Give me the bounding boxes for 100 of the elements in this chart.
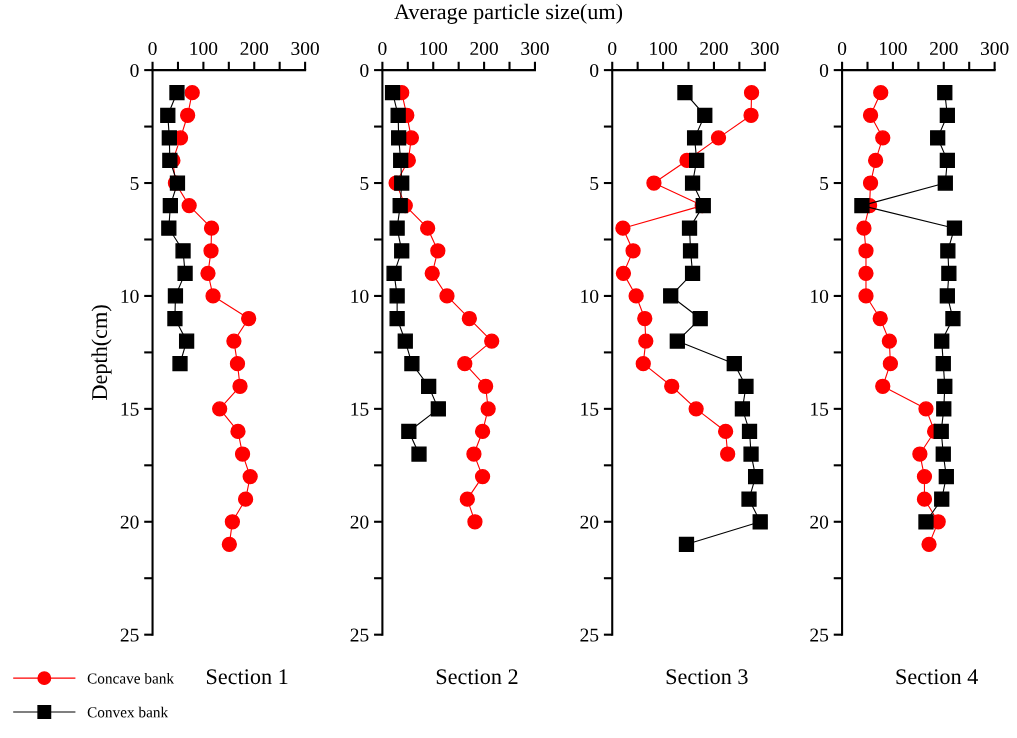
point xyxy=(646,175,662,191)
point xyxy=(743,446,759,462)
point xyxy=(480,401,496,417)
point xyxy=(692,310,708,327)
point xyxy=(881,333,898,349)
point xyxy=(710,130,727,146)
point xyxy=(161,130,177,146)
x-tick-label: 0 xyxy=(148,41,157,56)
point xyxy=(615,265,632,281)
point xyxy=(226,333,242,349)
point xyxy=(637,310,653,327)
point xyxy=(184,85,200,101)
point xyxy=(162,197,178,214)
y-tick-label: 10 xyxy=(811,289,829,303)
y-axis-title: Depth(cm) xyxy=(91,305,112,400)
point xyxy=(726,356,742,372)
point xyxy=(916,468,933,485)
point xyxy=(477,378,494,394)
point xyxy=(875,130,891,146)
x-tick-label: 300 xyxy=(980,41,1009,56)
point xyxy=(856,220,872,236)
y-tick-label: 15 xyxy=(581,402,599,416)
point xyxy=(393,152,409,169)
point xyxy=(875,378,891,394)
point xyxy=(858,265,874,281)
y-tick-label: 20 xyxy=(810,515,829,529)
point xyxy=(203,243,219,259)
point xyxy=(635,356,651,372)
point xyxy=(474,468,491,485)
y-tick-label: 5 xyxy=(130,177,139,190)
point xyxy=(467,514,483,530)
point xyxy=(669,333,685,349)
point xyxy=(386,265,402,281)
point xyxy=(940,243,956,259)
point xyxy=(882,356,899,372)
point xyxy=(169,85,185,101)
x-tick-label: 200 xyxy=(470,41,498,56)
point xyxy=(237,491,254,507)
point xyxy=(172,356,188,372)
y-tick-label: 15 xyxy=(351,402,369,416)
point xyxy=(167,288,184,304)
y-tick-label: 20 xyxy=(120,515,139,529)
point xyxy=(167,310,183,327)
x-axis-title: Average particle size(um) xyxy=(394,3,623,24)
point xyxy=(934,491,950,507)
point xyxy=(743,85,760,101)
point xyxy=(457,356,473,372)
text: Section 1 xyxy=(206,669,288,685)
point xyxy=(389,310,405,327)
y-tick-label: 20 xyxy=(350,515,369,529)
point xyxy=(858,243,874,259)
y-tick-label: 25 xyxy=(350,628,369,642)
point xyxy=(205,288,221,304)
x-tick-label: 200 xyxy=(240,41,269,56)
x-tick-label: 0 xyxy=(608,41,617,56)
x-tick-label: 100 xyxy=(420,41,448,56)
point xyxy=(181,197,197,214)
point xyxy=(230,423,246,440)
point xyxy=(862,175,879,191)
point xyxy=(741,423,758,440)
point xyxy=(638,333,654,349)
y-tick-label: 5 xyxy=(360,177,369,190)
point xyxy=(232,378,248,394)
x-tick-label: 300 xyxy=(751,41,779,56)
y-tick-label: 20 xyxy=(580,515,599,529)
point xyxy=(862,107,879,123)
point xyxy=(936,401,952,417)
point xyxy=(939,152,955,169)
y-tick-label: 25 xyxy=(810,628,829,642)
point xyxy=(747,468,764,485)
point xyxy=(212,401,228,417)
y-tick-label: 0 xyxy=(360,63,369,78)
point xyxy=(484,333,500,349)
point xyxy=(397,333,413,349)
point xyxy=(241,310,257,327)
point xyxy=(404,356,420,372)
point xyxy=(854,197,870,214)
point xyxy=(474,423,491,440)
point xyxy=(160,107,176,123)
point xyxy=(935,446,951,462)
point xyxy=(177,265,193,281)
y-tick-label: 0 xyxy=(819,63,829,78)
text: Section 3 xyxy=(666,669,748,685)
y-tick-label: 5 xyxy=(820,177,829,190)
point xyxy=(664,378,680,394)
y-tick-label: 0 xyxy=(130,63,139,78)
y-tick-label: 10 xyxy=(351,289,369,303)
point xyxy=(741,491,757,507)
point xyxy=(689,152,705,169)
text: Section 4 xyxy=(896,669,978,685)
point xyxy=(939,107,955,123)
y-tick-label: 25 xyxy=(120,628,139,642)
point xyxy=(628,288,644,304)
x-tick-label: 200 xyxy=(700,41,728,56)
point xyxy=(221,536,237,552)
point xyxy=(720,446,736,462)
point xyxy=(752,514,768,530)
point xyxy=(688,401,704,417)
point xyxy=(930,130,946,146)
point xyxy=(203,220,220,236)
